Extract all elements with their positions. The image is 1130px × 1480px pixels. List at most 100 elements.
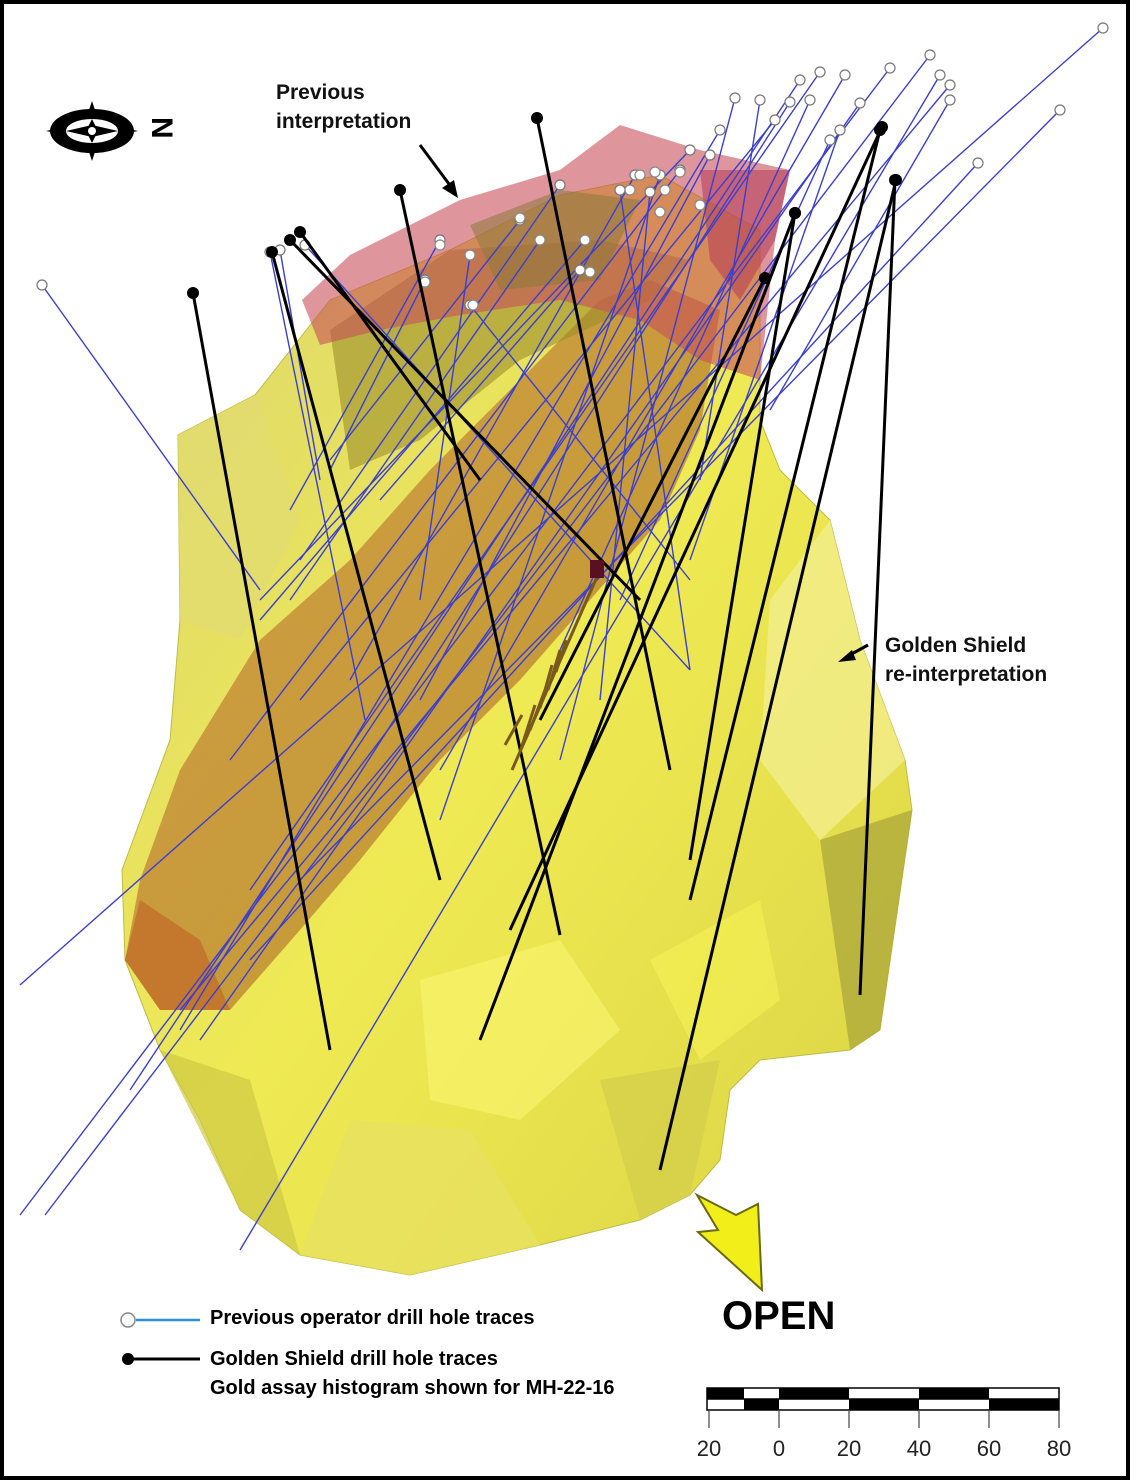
previous-collar-marker — [574, 264, 586, 276]
previous-operator-trace — [329, 279, 426, 471]
legend-previous-operator: Previous operator drill hole traces — [210, 1307, 535, 1329]
previous-operator-trace — [289, 239, 541, 601]
previous-collar-marker — [624, 184, 636, 196]
previous-collar-marker — [684, 144, 696, 156]
scale-tick-label: 80 — [1046, 1436, 1072, 1461]
previous-operator-trace — [289, 239, 441, 511]
golden-shield-trace — [535, 117, 672, 771]
open-label: OPEN — [722, 1294, 836, 1338]
previous-collar-marker — [972, 157, 984, 169]
golden-shield-collar-marker — [284, 234, 296, 246]
previous-operator-trace — [379, 269, 581, 501]
previous-collar-marker — [514, 212, 526, 224]
golden-shield-trace — [288, 238, 642, 602]
previous-operator-trace — [469, 304, 691, 581]
compass-rose-icon — [46, 101, 138, 161]
previous-collar-marker — [854, 97, 866, 109]
previous-operator-trace — [279, 249, 321, 481]
scale-tick-label: 60 — [976, 1436, 1002, 1461]
previous-collar-marker — [1097, 22, 1109, 34]
previous-operator-trace — [229, 169, 681, 761]
previous-operator-trace — [299, 119, 776, 701]
previous-collar-marker — [584, 266, 596, 278]
golden-shield-label-line2: re-interpretation — [885, 663, 1048, 686]
golden-shield-collar-marker — [789, 207, 801, 219]
previous-operator-trace — [299, 109, 1061, 881]
golden-shield-collar-marker — [874, 124, 886, 136]
previous-operator-trace — [439, 74, 846, 771]
previous-collar-marker — [614, 184, 626, 196]
scale-bar — [706, 1387, 1060, 1428]
previous-collar-marker — [784, 96, 796, 108]
previous-collar-marker — [769, 114, 781, 126]
annotation-arrows — [418, 144, 869, 662]
golden-shield-trace — [191, 292, 332, 1051]
previous-collar-marker — [674, 166, 686, 178]
golden-shield-collar-marker — [759, 272, 771, 284]
previous-collar-marker — [834, 124, 846, 136]
legend-golden-shield-symbol-icon — [122, 1353, 200, 1365]
previous-collar-marker — [649, 166, 661, 178]
scale-tick-label: 40 — [906, 1436, 932, 1461]
previous-collar-marker — [654, 206, 666, 218]
previous-operator-trace — [699, 99, 761, 481]
golden-shield-collar-marker — [531, 112, 543, 124]
previous-operator-trace — [329, 101, 791, 821]
previous-collar-marker — [464, 249, 476, 261]
previous-collar-marker — [644, 186, 656, 198]
golden-shield-trace — [688, 129, 882, 901]
golden-shield-collar-marker — [266, 246, 278, 258]
previous-operator-trace — [419, 254, 471, 601]
previous-collar-marker — [554, 179, 566, 191]
previous-collar-marker — [694, 199, 706, 211]
previous-collar-marker — [804, 94, 816, 106]
golden-shield-collar-marker — [187, 287, 199, 299]
golden-shield-trace — [478, 212, 797, 1041]
legend-previous-symbol-icon — [120, 1312, 200, 1328]
golden-shield-collar-marker — [294, 226, 306, 238]
golden-shield-trace — [658, 179, 898, 1171]
open-arrow-icon — [694, 1192, 764, 1293]
golden-shield-trace — [270, 251, 442, 881]
scale-tick-label: 20 — [696, 1436, 722, 1461]
previous-operator-trace — [599, 191, 651, 701]
golden-shield-trace — [298, 231, 482, 481]
golden-shield-trace — [538, 277, 767, 721]
previous-operator-trace — [439, 174, 661, 821]
previous-interpretation-label: Previous interpretation — [276, 78, 411, 136]
previous-collar-marker — [934, 69, 946, 81]
north-letter: N — [145, 117, 178, 139]
previous-collar-marker — [814, 66, 826, 78]
previous-operator-trace — [259, 149, 691, 601]
previous-operator-trace — [769, 99, 951, 411]
previous-operator-trace — [419, 154, 711, 701]
previous-operator-trace — [129, 79, 801, 1091]
golden-shield-collar-marker — [394, 184, 406, 196]
previous-collar-marker — [634, 169, 646, 181]
previous-collar-marker — [714, 124, 726, 136]
previous-collar-marker — [924, 49, 936, 61]
previous-operator-trace — [199, 102, 861, 1041]
previous-operator-trace — [299, 184, 561, 561]
previous-operator-trace — [259, 239, 586, 621]
previous-collar-marker — [467, 299, 479, 311]
previous-operator-trace — [179, 84, 951, 1011]
previous-collar-marker — [839, 69, 851, 81]
golden-shield-trace — [858, 179, 897, 996]
previous-operator-trace — [239, 74, 941, 1251]
previous-operator-trace — [19, 67, 891, 1216]
golden-shield-label: Golden Shield re-interpretation — [885, 631, 1047, 689]
previous-collar-marker — [534, 234, 546, 246]
previous-collar-marker — [944, 79, 956, 91]
legend-golden-shield: Golden Shield drill hole traces — [210, 1348, 498, 1370]
previous-collar-marker — [794, 74, 806, 86]
previous-collar-marker — [944, 94, 956, 106]
previous-operator-trace — [329, 219, 521, 461]
previous-interpretation-label-line1: Previous — [276, 81, 365, 104]
golden-shield-trace — [688, 212, 797, 861]
previous-operator-trace — [559, 99, 811, 651]
previous-operator-trace — [559, 97, 736, 761]
previous-collar-marker — [659, 184, 671, 196]
previous-operator-trace — [304, 244, 691, 671]
